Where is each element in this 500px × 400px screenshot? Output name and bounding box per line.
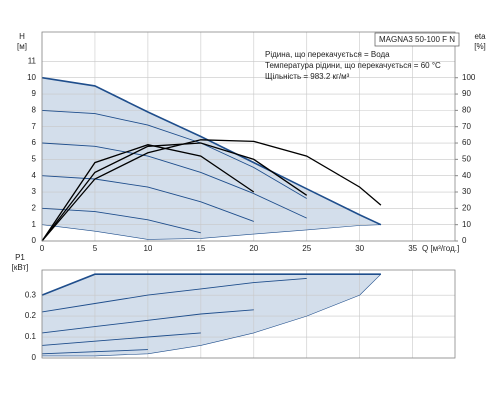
y-tick-label: 0	[32, 236, 37, 245]
y-tick-label: 9	[32, 89, 37, 98]
y-tick-label: 4	[32, 171, 37, 180]
lower-curve	[41, 224, 381, 240]
y2-tick-label: 80	[462, 105, 471, 114]
y-tick-label: 7	[32, 122, 37, 131]
y2-tick-label: 50	[462, 154, 471, 163]
speed-curve	[41, 309, 254, 334]
y-axis-unit: [кВт]	[12, 263, 29, 272]
speed-curve	[41, 109, 307, 199]
operating-area	[42, 77, 381, 240]
y2-tick-label: 30	[462, 187, 471, 196]
speed-curve	[41, 332, 201, 346]
y-tick-label: 0.3	[25, 290, 37, 299]
annotation: Щільність = 983.2 кг/м³	[265, 72, 350, 81]
y-axis-unit: [м]	[17, 42, 27, 51]
y-axis-label: P1	[15, 253, 25, 262]
y2-tick-label: 60	[462, 138, 471, 147]
envelope-curve	[41, 273, 381, 296]
y2-tick-label: 70	[462, 122, 471, 131]
speed-curve	[41, 175, 254, 222]
y2-tick-label: 10	[462, 220, 471, 229]
envelope-curve	[41, 76, 382, 226]
chart-title: MAGNA3 50-100 F N	[379, 35, 455, 44]
y2-tick-label: 0	[462, 236, 467, 245]
operating-area	[42, 274, 381, 356]
x-tick-label: 35	[408, 244, 417, 253]
y2-tick-label: 90	[462, 89, 471, 98]
y-tick-label: 6	[32, 138, 37, 147]
x-tick-label: 10	[143, 244, 152, 253]
x-tick-label: 30	[355, 244, 364, 253]
x-tick-label: 15	[196, 244, 205, 253]
x-tick-label: 25	[302, 244, 311, 253]
x-tick-label: 0	[40, 244, 45, 253]
y2-axis-label: eta	[474, 32, 486, 41]
x-tick-label: 20	[249, 244, 258, 253]
lower-curve	[42, 273, 382, 357]
y2-tick-label: 40	[462, 171, 471, 180]
plot-frame	[41, 269, 456, 359]
efficiency-curve	[41, 142, 308, 242]
speed-curve	[41, 349, 148, 355]
y-tick-label: 8	[32, 105, 37, 114]
plot-frame	[41, 31, 456, 242]
speed-curve	[41, 142, 307, 219]
speed-curve	[41, 277, 307, 313]
y-tick-label: 11	[28, 57, 37, 66]
y-axis-label: H	[19, 32, 25, 41]
y2-tick-label: 100	[462, 73, 476, 82]
y-tick-label: 0.1	[25, 332, 37, 341]
y2-tick-label: 20	[462, 203, 471, 212]
y-tick-label: 2	[32, 203, 37, 212]
annotation: Рідина, що перекачується = Вода	[265, 50, 390, 59]
y2-axis-unit: [%]	[474, 42, 486, 51]
x-axis-label: Q [м³/год.]	[422, 244, 459, 253]
y-tick-label: 3	[32, 187, 37, 196]
y-tick-label: 5	[32, 154, 37, 163]
title-box	[374, 32, 460, 47]
annotation: Температура рідини, що перекачується = 6…	[265, 61, 441, 70]
y-tick-label: 0.2	[25, 311, 37, 320]
efficiency-curve	[41, 139, 382, 242]
x-tick-label: 5	[93, 244, 98, 253]
efficiency-curve	[41, 144, 255, 242]
y-tick-label: 10	[27, 73, 36, 82]
y-tick-label: 0	[32, 353, 37, 362]
y-tick-label: 1	[32, 220, 37, 229]
